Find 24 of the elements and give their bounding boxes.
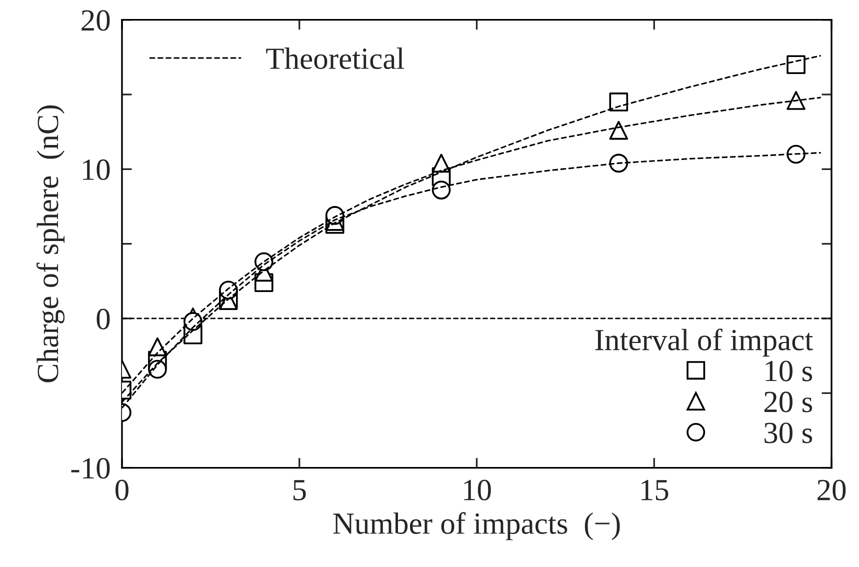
point xyxy=(786,144,806,164)
y-tick-label: 0 xyxy=(96,308,110,330)
y-tick-label: -10 xyxy=(71,458,110,479)
y-axis-title: Charge of sphere (nC) xyxy=(36,105,65,382)
point xyxy=(148,337,167,356)
point xyxy=(609,120,628,140)
point xyxy=(786,91,806,110)
y-tick-label: 10 xyxy=(83,159,110,180)
legend-label: 20 s xyxy=(764,392,812,412)
point xyxy=(786,55,806,74)
x-axis-title: Number of impacts (−) xyxy=(333,512,620,540)
legend-label: Theoretical xyxy=(266,48,404,70)
point xyxy=(609,154,628,173)
x-tick-label: 10 xyxy=(464,480,491,500)
legend-title: Interval of impact xyxy=(595,328,813,357)
point xyxy=(609,92,628,112)
legend-label: 30 s xyxy=(764,422,812,444)
x-tick-label: 15 xyxy=(642,480,668,500)
x-tick-label: 20 xyxy=(818,480,846,500)
x-tick-label: 0 xyxy=(116,480,128,500)
point xyxy=(432,180,451,200)
x-tick-label: 5 xyxy=(294,480,306,500)
legend-label: 10 s xyxy=(766,360,812,382)
y-tick-label: 20 xyxy=(82,10,110,31)
